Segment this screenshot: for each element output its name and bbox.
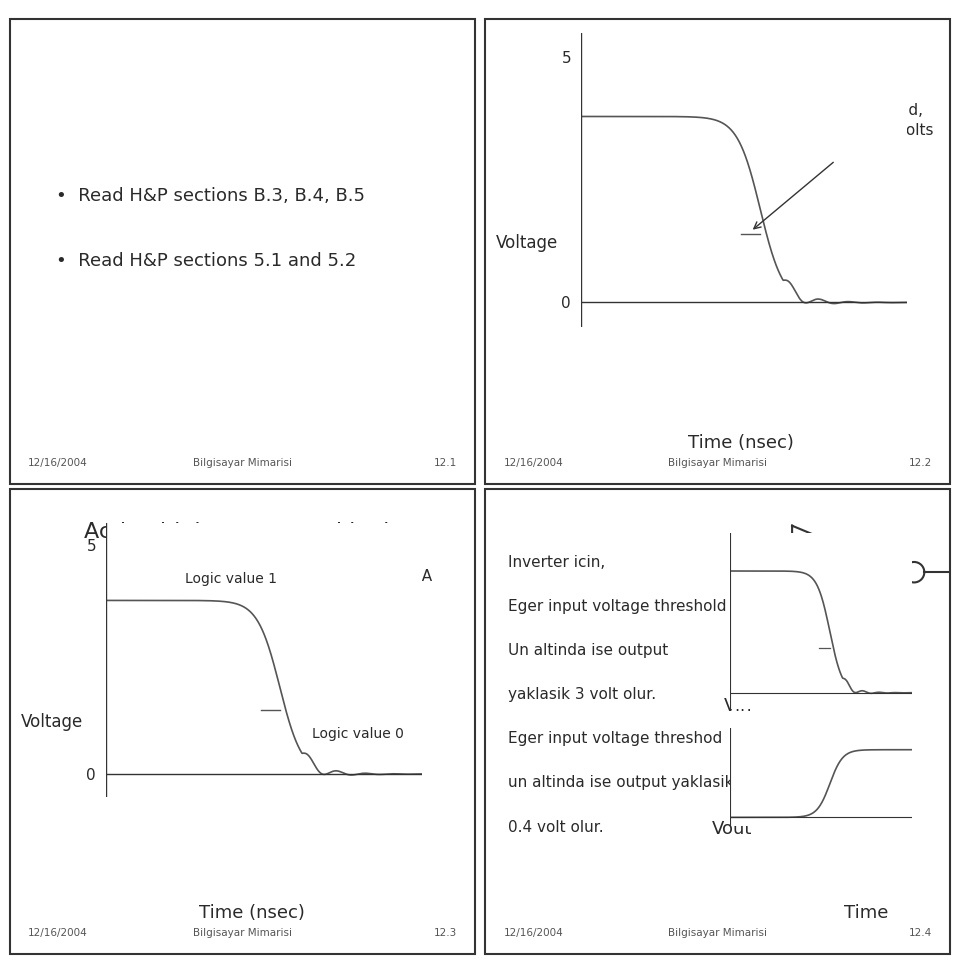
Text: 12.1: 12.1 bbox=[433, 458, 457, 467]
Text: Signal name is SelectA: Signal name is SelectA bbox=[257, 568, 432, 583]
Text: Logical signals: Logical signals bbox=[626, 52, 809, 76]
Text: Logic threshold,
yaklasik 1.4 volts: Logic threshold, yaklasik 1.4 volts bbox=[802, 104, 934, 138]
Text: Voltage: Voltage bbox=[20, 712, 83, 731]
Text: Vout: Vout bbox=[712, 820, 753, 837]
Text: yaklasik 3 volt olur.: yaklasik 3 volt olur. bbox=[508, 687, 657, 701]
Text: Time: Time bbox=[845, 903, 889, 920]
Text: 12.3: 12.3 bbox=[433, 927, 457, 937]
Text: 5: 5 bbox=[86, 539, 96, 554]
Text: Bilgisayar Mimarisi: Bilgisayar Mimarisi bbox=[668, 458, 767, 467]
Text: Eger input voltage threshold: Eger input voltage threshold bbox=[508, 599, 727, 613]
Text: •  Read H&P sections 5.1 and 5.2: • Read H&P sections 5.1 and 5.2 bbox=[56, 252, 356, 270]
Text: Logic value 0: Logic value 0 bbox=[311, 727, 403, 740]
Text: Bilgisayar Mimarisi: Bilgisayar Mimarisi bbox=[193, 458, 292, 467]
Text: Eger input voltage threshod: Eger input voltage threshod bbox=[508, 731, 722, 745]
Text: 0: 0 bbox=[86, 767, 96, 781]
Text: Un altinda ise output: Un altinda ise output bbox=[508, 643, 668, 657]
Text: Time (nsec): Time (nsec) bbox=[199, 903, 304, 920]
Text: Bilgisayar Mimarisi: Bilgisayar Mimarisi bbox=[668, 927, 767, 937]
Text: 12.4: 12.4 bbox=[908, 927, 932, 937]
Text: 12/16/2004: 12/16/2004 bbox=[28, 927, 88, 937]
Text: 0: 0 bbox=[562, 295, 571, 311]
Text: 12/16/2004: 12/16/2004 bbox=[503, 458, 564, 467]
Text: un altinda ise output yaklasik: un altinda ise output yaklasik bbox=[508, 775, 733, 789]
Text: 12.2: 12.2 bbox=[908, 458, 932, 467]
Text: Voltage: Voltage bbox=[495, 234, 558, 251]
Text: Time (nsec): Time (nsec) bbox=[688, 433, 794, 451]
Text: 5: 5 bbox=[562, 51, 571, 67]
Text: Bilgisayar Mimarisi: Bilgisayar Mimarisi bbox=[193, 927, 292, 937]
Text: Vin: Vin bbox=[724, 696, 753, 714]
Text: Inverter icin,: Inverter icin, bbox=[508, 554, 606, 569]
Text: 12/16/2004: 12/16/2004 bbox=[503, 927, 564, 937]
Text: •  Read H&P sections B.3, B.4, B.5: • Read H&P sections B.3, B.4, B.5 bbox=[56, 187, 365, 205]
Text: 12/16/2004: 12/16/2004 bbox=[28, 458, 88, 467]
Text: Logic value 1: Logic value 1 bbox=[184, 571, 276, 585]
Text: 0.4 volt olur.: 0.4 volt olur. bbox=[508, 819, 604, 834]
Text: Active high or asserted logic: Active high or asserted logic bbox=[84, 521, 401, 542]
